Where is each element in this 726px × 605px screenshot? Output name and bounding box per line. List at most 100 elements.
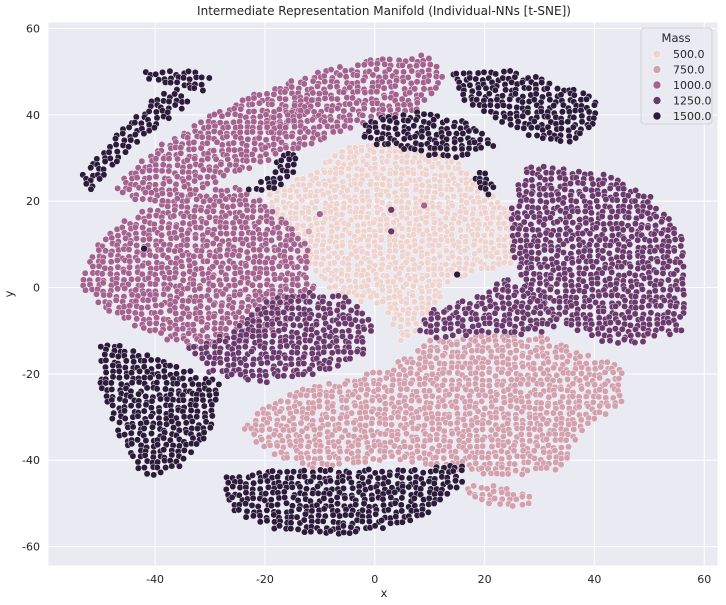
scatter-point — [309, 89, 317, 97]
scatter-point — [411, 145, 419, 153]
scatter-point — [145, 75, 153, 83]
scatter-point — [354, 88, 362, 95]
scatter-point — [325, 244, 332, 252]
scatter-point — [512, 347, 520, 354]
scatter-point — [477, 144, 485, 152]
scatter-point — [171, 90, 179, 98]
scatter-point — [418, 133, 426, 141]
scatter-point — [279, 426, 287, 434]
scatter-point — [158, 218, 166, 226]
scatter-point — [205, 286, 213, 294]
scatter-point — [459, 353, 467, 360]
scatter-point — [311, 260, 319, 268]
scatter-point — [433, 334, 440, 342]
scatter-point — [634, 265, 642, 273]
scatter-point — [177, 315, 185, 323]
scatter-point — [585, 241, 593, 249]
scatter-point — [353, 185, 361, 193]
scatter-point — [457, 136, 465, 144]
scatter-point — [380, 84, 388, 92]
scatter-point — [224, 264, 232, 272]
scatter-point — [387, 387, 395, 395]
scatter-point — [268, 259, 276, 266]
scatter-point — [457, 226, 465, 234]
scatter-point — [424, 300, 432, 308]
scatter-point — [646, 321, 653, 329]
scatter-point — [594, 203, 602, 211]
scatter-point — [320, 338, 328, 346]
scatter-point — [400, 380, 408, 387]
scatter-point — [243, 157, 251, 165]
scatter-point — [210, 201, 218, 209]
scatter-point — [543, 464, 551, 472]
scatter-point — [185, 67, 192, 75]
scatter-point — [397, 336, 405, 344]
scatter-point — [369, 369, 377, 377]
scatter-point — [138, 157, 146, 165]
scatter-point — [508, 204, 516, 212]
scatter-point — [297, 391, 305, 399]
scatter-point — [286, 186, 294, 194]
scatter-point — [283, 342, 291, 350]
scatter-point — [210, 359, 218, 367]
scatter-point — [376, 216, 384, 224]
scatter-point — [315, 403, 323, 410]
scatter-point — [324, 421, 332, 428]
scatter-point — [112, 296, 120, 304]
scatter-point — [471, 454, 479, 462]
scatter-point — [462, 331, 470, 339]
scatter-point — [359, 111, 367, 119]
scatter-point — [272, 150, 279, 158]
scatter-point — [499, 433, 507, 440]
scatter-point — [637, 224, 645, 232]
scatter-point — [321, 180, 329, 188]
scatter-point — [426, 387, 433, 395]
scatter-point — [625, 269, 633, 277]
scatter-point — [470, 241, 478, 249]
scatter-point — [309, 292, 317, 300]
scatter-point — [481, 392, 489, 400]
scatter-point — [140, 374, 148, 382]
scatter-point — [504, 385, 512, 393]
scatter-point — [152, 302, 160, 309]
scatter-point — [179, 325, 187, 333]
scatter-point — [353, 291, 361, 299]
scatter-point — [193, 195, 201, 203]
scatter-point — [248, 150, 256, 158]
scatter-point — [400, 135, 408, 143]
scatter-point — [606, 184, 614, 192]
scatter-point — [196, 173, 204, 181]
scatter-point — [162, 385, 169, 393]
scatter-point — [525, 131, 533, 139]
scatter-point — [304, 128, 312, 136]
scatter-point — [165, 114, 173, 122]
scatter-point — [314, 100, 322, 108]
scatter-point — [368, 397, 376, 404]
scatter-point — [186, 75, 194, 83]
scatter-point — [361, 133, 368, 141]
scatter-point — [363, 403, 370, 411]
scatter-point — [335, 356, 343, 364]
scatter-point — [534, 204, 542, 212]
scatter-point — [357, 414, 365, 422]
scatter-point — [223, 166, 231, 174]
scatter-point — [185, 313, 193, 321]
scatter-point — [186, 367, 194, 375]
scatter-point — [244, 376, 252, 384]
scatter-point — [313, 254, 320, 262]
scatter-point — [367, 447, 375, 455]
scatter-point — [521, 181, 529, 189]
scatter-point — [518, 493, 526, 501]
scatter-point — [432, 73, 440, 81]
scatter-point — [403, 180, 411, 188]
scatter-point — [543, 409, 551, 417]
scatter-point — [383, 272, 391, 280]
scatter-point — [263, 359, 271, 367]
scatter-point — [548, 185, 555, 192]
scatter-point — [320, 134, 328, 142]
scatter-point — [126, 302, 134, 310]
scatter-point — [354, 458, 362, 466]
scatter-point — [651, 287, 659, 295]
scatter-point — [511, 253, 519, 261]
scatter-point — [146, 374, 154, 382]
